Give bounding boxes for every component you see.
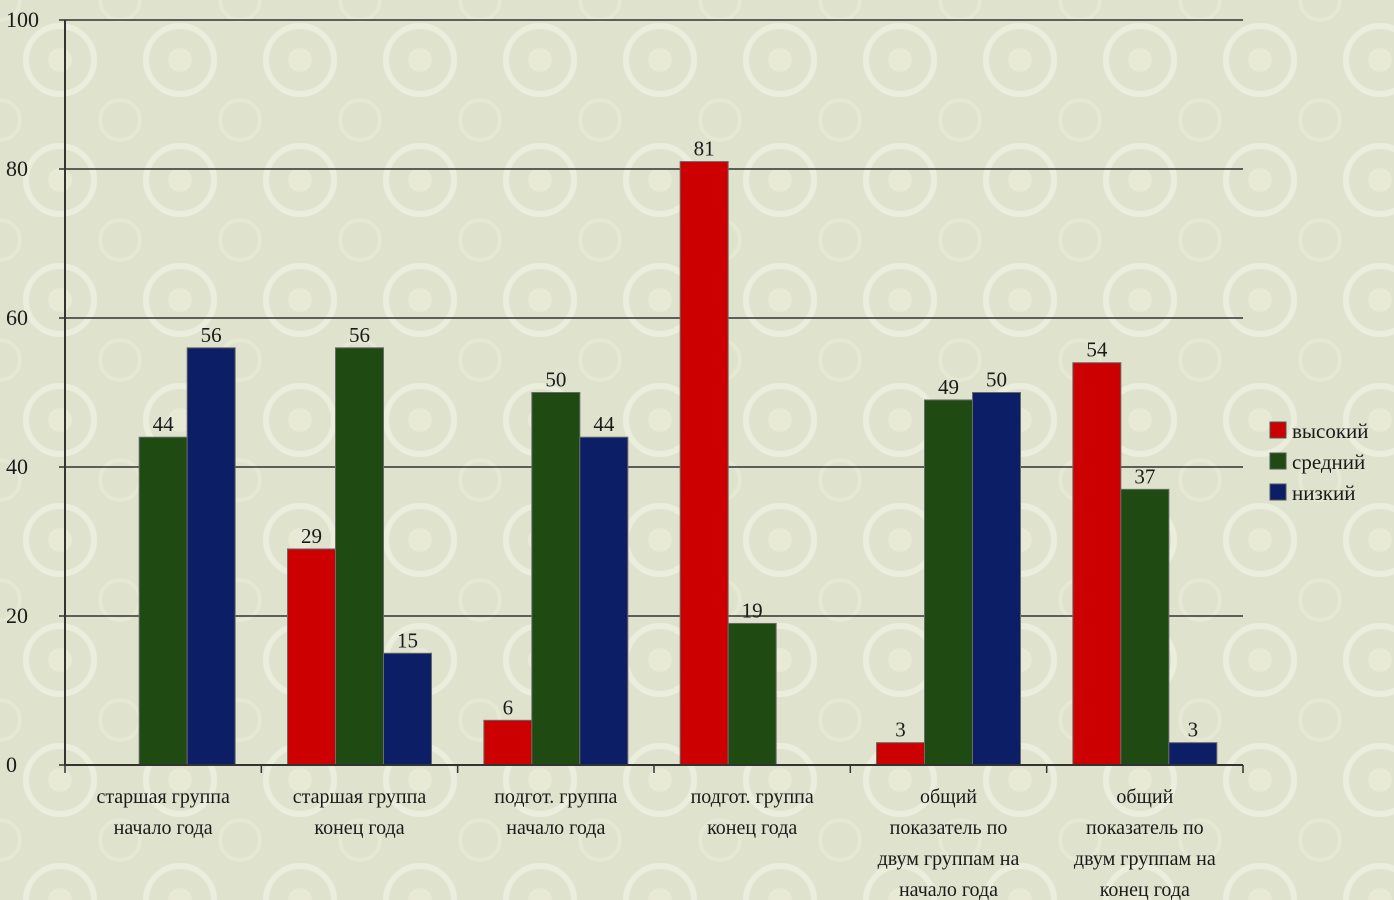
x-tick-label: старшая группа — [96, 786, 230, 808]
y-tick-label: 40 — [6, 454, 28, 479]
y-tick-label: 100 — [6, 7, 39, 32]
legend-swatch-средний — [1269, 452, 1287, 470]
data-label: 29 — [301, 524, 322, 548]
bar-средний — [1120, 488, 1170, 766]
bar-низкий — [579, 436, 629, 766]
bar-высокий — [483, 719, 533, 766]
bar-низкий — [383, 652, 432, 766]
data-label: 37 — [1134, 464, 1155, 488]
x-tick-label: подгот. группа — [691, 786, 814, 808]
data-label: 3 — [1188, 718, 1199, 742]
legend-swatch-низкий — [1269, 483, 1287, 501]
bar-средний — [531, 392, 581, 766]
y-tick-label: 60 — [6, 305, 28, 330]
data-label: 56 — [201, 323, 222, 347]
legend-label-низкий: низкий — [1292, 481, 1355, 505]
x-tick-label: показатель по — [890, 817, 1008, 839]
data-labels: 44 56 29 56 15 6 50 44 81 19 3 49 50 54 37 3 — [153, 137, 1198, 742]
data-label: 81 — [694, 137, 715, 161]
bars — [138, 161, 1218, 766]
y-tick-label: 0 — [6, 752, 17, 777]
data-label: 54 — [1086, 338, 1108, 362]
y-tick-label: 80 — [6, 156, 28, 181]
data-label: 56 — [349, 323, 370, 347]
x-tick-label: конец года — [1100, 879, 1190, 900]
x-tick-label: двум группам на — [878, 848, 1020, 870]
x-tick-label: конец года — [314, 817, 404, 839]
legend: высокий средний низкий — [1269, 419, 1369, 505]
bar-высокий — [1072, 362, 1122, 766]
bar-средний — [138, 436, 188, 766]
data-label: 44 — [153, 412, 175, 436]
x-tick-label: показатель по — [1086, 817, 1204, 839]
data-label: 3 — [895, 718, 906, 742]
x-tick-label: начало года — [114, 817, 213, 839]
legend-label-высокий: высокий — [1292, 419, 1369, 443]
bar-средний — [727, 622, 777, 766]
data-label: 44 — [593, 412, 615, 436]
x-tick-label: конец года — [707, 817, 797, 839]
bar-высокий — [876, 742, 925, 766]
gridlines — [65, 19, 1243, 617]
x-tick-label: подгот. группа — [494, 786, 617, 808]
data-label: 15 — [397, 628, 418, 652]
bar-высокий — [679, 161, 729, 766]
bar-средний — [335, 347, 384, 766]
bar-низкий — [972, 392, 1021, 766]
legend-label-средний: средний — [1292, 450, 1365, 474]
x-tick-label: общий — [920, 786, 977, 808]
x-tick-label: старшая группа — [293, 786, 427, 808]
y-tick-label: 20 — [6, 603, 28, 628]
data-label: 50 — [986, 368, 1007, 392]
data-label: 19 — [742, 598, 763, 622]
data-label: 50 — [545, 368, 566, 392]
legend-swatch-высокий — [1269, 421, 1287, 439]
bar-средний — [924, 399, 973, 766]
x-tick-label: начало года — [506, 817, 605, 839]
bar-низкий — [1168, 742, 1218, 766]
data-label: 49 — [938, 375, 959, 399]
x-tick-label: начало года — [899, 879, 998, 900]
x-tick-label: двум группам на — [1074, 848, 1216, 870]
x-tick-label: общий — [1116, 786, 1173, 808]
bar-низкий — [186, 347, 236, 766]
data-label: 6 — [503, 695, 514, 719]
bar-высокий — [287, 548, 336, 766]
axes: 0 20 40 60 80 100 старшая группа начало года ста… — [6, 7, 1244, 900]
